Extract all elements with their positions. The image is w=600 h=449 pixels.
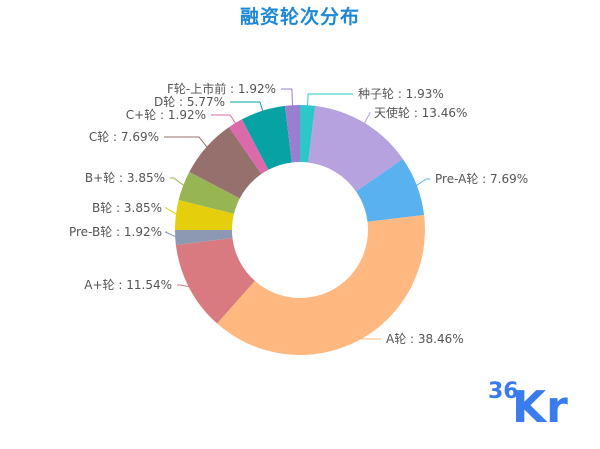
donut-slice[interactable] [229,119,269,175]
brand-logo-36: 36 [488,379,519,404]
donut-slice[interactable] [189,127,262,199]
donut-slice[interactable] [308,105,403,192]
leader-line [281,88,294,108]
donut-slice[interactable] [217,214,425,356]
donut-slice[interactable] [241,105,292,170]
donut-slices [175,105,425,356]
slice-label: A+轮 : 11.54% [84,278,172,292]
donut-slice[interactable] [178,171,240,214]
slice-label: F轮-上市前 : 1.92% [167,81,276,96]
slice-label: C+轮 : 1.92% [126,108,206,122]
slice-labels: 种子轮 : 1.93% 天使轮 : 13.46% Pre-A轮 : 7.69% A轮 … [69,81,528,346]
donut-slice[interactable] [175,238,255,324]
slice-label: 种子轮 : 1.93% [358,87,444,101]
leader-line [165,231,178,238]
donut-slice[interactable] [300,105,316,163]
leader-line [177,284,192,288]
leader-line [414,178,430,187]
donut-slice[interactable] [175,200,234,230]
label-leader-lines [164,88,430,340]
slice-label: 天使轮 : 13.46% [374,105,467,120]
slice-label: D轮 : 5.77% [154,95,225,109]
leader-line [170,177,186,187]
brand-logo-kr: Kr [512,382,568,428]
slice-label: Pre-A轮 : 7.69% [435,172,528,186]
leader-line [363,112,371,125]
leader-line [306,93,353,108]
donut-slice[interactable] [284,105,300,163]
slice-label: C轮 : 7.69% [89,130,159,144]
donut-slice[interactable] [355,159,425,222]
slice-label: B+轮 : 3.85% [85,171,165,185]
leader-line [211,114,237,125]
chart-title: 融资轮次分布 [239,6,360,28]
donut-slice[interactable] [175,230,233,246]
slice-label: A轮 : 38.46% [386,332,464,346]
leader-line [230,101,264,113]
slice-label: Pre-B轮 : 1.92% [69,225,162,239]
brand-logo-36kr: 36 Kr [486,372,576,433]
leader-line [164,136,209,149]
leader-line [164,207,179,216]
slice-label: B轮 : 3.85% [92,201,162,215]
